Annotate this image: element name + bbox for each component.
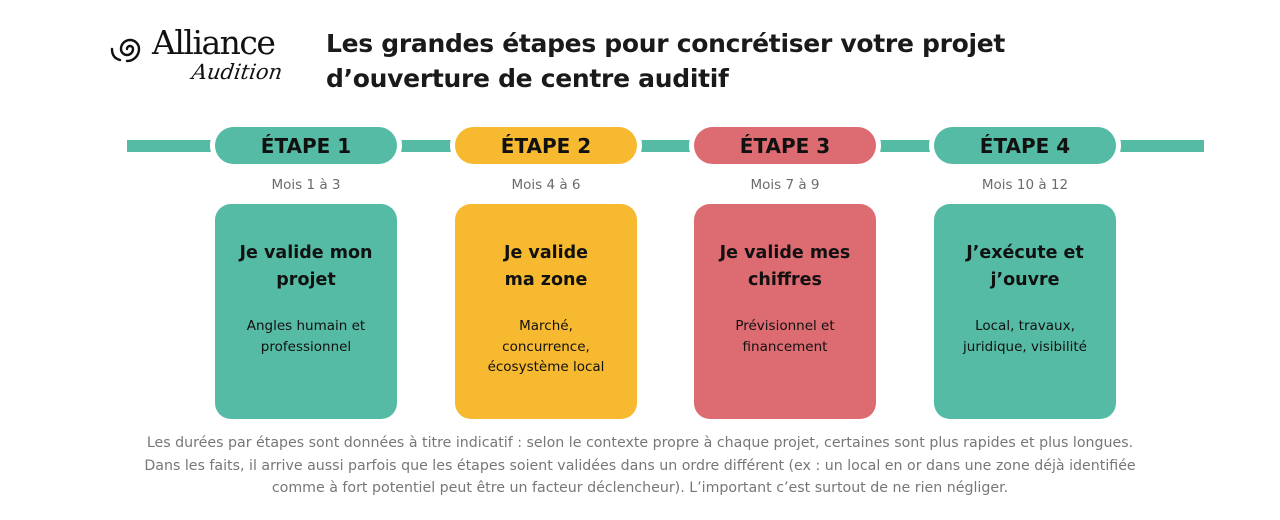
page-title: Les grandes étapes pour concrétiser votr… [326, 26, 1086, 96]
step-card: J’exécute et j’ouvre Local, travaux, jur… [934, 204, 1116, 419]
logo-wordmark: Alliance [152, 23, 276, 62]
footnote: Les durées par étapes sont données à tit… [80, 432, 1200, 500]
step-card-title: Je valide mon projet [239, 243, 373, 290]
step-months: Mois 10 à 12 [981, 177, 1069, 193]
step-pill: ÉTAPE 2 [455, 127, 637, 164]
step-3: ÉTAPE 3 Mois 7 à 9 Je valide mes chiffre… [694, 127, 876, 419]
page-title-line-2: d’ouverture de centre auditif [326, 64, 729, 93]
logo-subtitle: Audition [190, 60, 284, 84]
step-pill: ÉTAPE 4 [934, 127, 1116, 164]
spiral-logo-icon [110, 38, 141, 63]
step-months: Mois 4 à 6 [511, 177, 581, 193]
step-card-description: Local, travaux, juridique, visibilité [963, 318, 1087, 355]
footnote-line-2: Dans les faits, il arrive aussi parfois … [144, 457, 1136, 474]
step-card-description: Marché, concurrence, écosystème local [487, 318, 605, 375]
step-card-title: Je valide ma zone [503, 243, 589, 290]
step-card-description: Prévisionnel et financement [735, 318, 835, 355]
footnote-line-3: comme à fort potentiel peut être un fact… [271, 480, 1009, 496]
step-card: Je valide mes chiffres Prévisionnel et f… [694, 204, 876, 419]
step-card-title: J’exécute et j’ouvre [966, 243, 1084, 290]
footnote-line-1: Les durées par étapes sont données à tit… [146, 435, 1134, 451]
step-months: Mois 7 à 9 [750, 177, 820, 193]
step-card: Je valide ma zone Marché, concurrence, é… [455, 204, 637, 419]
step-4: ÉTAPE 4 Mois 10 à 12 J’exécute et j’ouvr… [934, 127, 1116, 419]
step-months: Mois 1 à 3 [271, 177, 341, 193]
step-2: ÉTAPE 2 Mois 4 à 6 Je valide ma zone Mar… [455, 127, 637, 419]
logo: Alliance Audition [110, 23, 284, 98]
step-card-title: Je valide mes chiffres [719, 243, 851, 290]
step-pill: ÉTAPE 1 [215, 127, 397, 164]
page-title-line-1: Les grandes étapes pour concrétiser votr… [326, 29, 1006, 58]
step-card: Je valide mon projet Angles humain et pr… [215, 204, 397, 419]
step-card-description: Angles humain et professionnel [246, 318, 366, 355]
step-pill: ÉTAPE 3 [694, 127, 876, 164]
step-1: ÉTAPE 1 Mois 1 à 3 Je valide mon projet … [215, 127, 397, 419]
